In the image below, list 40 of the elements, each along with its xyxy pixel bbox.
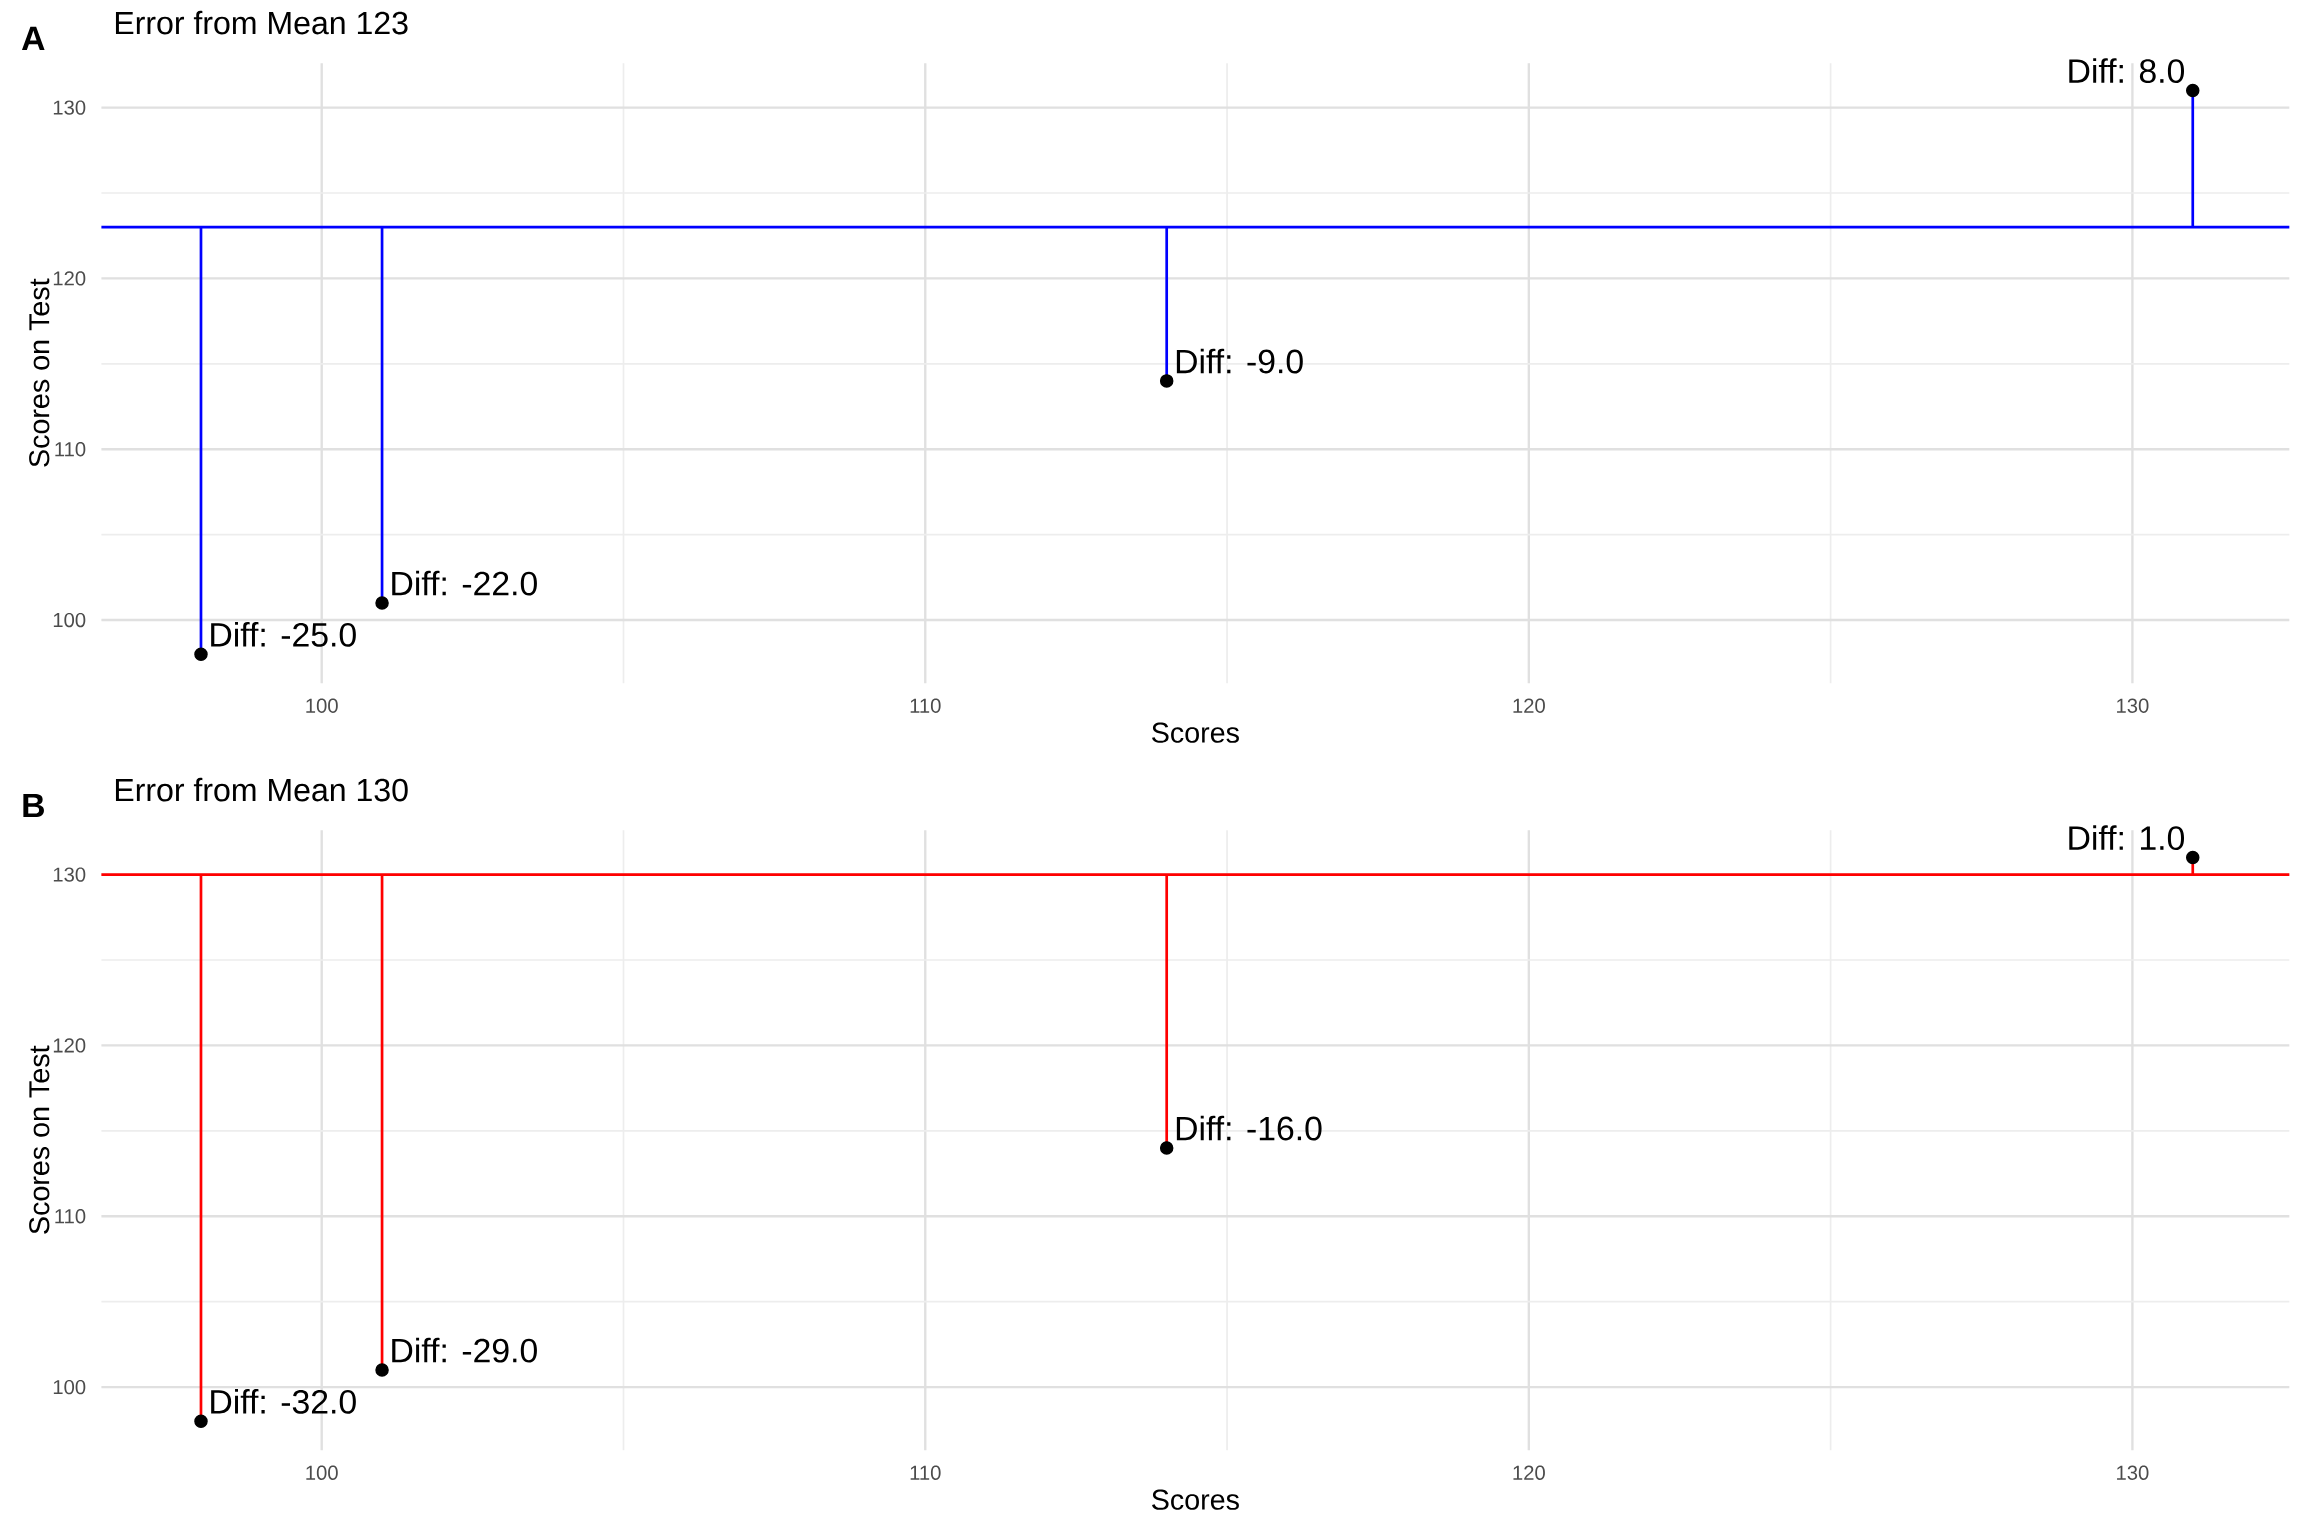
x-axis-title: Scores xyxy=(1152,722,1239,744)
annotation: Diff: -9.0 xyxy=(1176,348,1303,374)
x-tick-label: 100 xyxy=(306,1465,338,1481)
y-axis-title: Scores on Test xyxy=(29,1045,50,1234)
annotation: Diff: 8.0 xyxy=(2069,58,2185,84)
annotation: Diff: -32.0 xyxy=(211,1389,356,1415)
x-tick-label: 100 xyxy=(306,698,338,714)
point xyxy=(2186,83,2200,98)
y-tick-label: 120 xyxy=(53,1038,86,1053)
y-tick-label: 130 xyxy=(53,100,86,115)
x-tick-label: 110 xyxy=(910,698,941,714)
text: A xyxy=(21,27,45,51)
annotation: Diff: 1.0 xyxy=(2069,825,2185,851)
y-tick-label: 110 xyxy=(55,442,86,457)
point xyxy=(1159,374,1174,388)
x-tick-label: 130 xyxy=(2117,1465,2149,1481)
x-tick-label: 120 xyxy=(1513,698,1545,714)
y-tick-label: 120 xyxy=(53,271,86,286)
point xyxy=(194,647,208,662)
chart-title: Error from Mean 130 xyxy=(115,778,408,802)
x-axis-title: Scores xyxy=(1152,1489,1239,1511)
y-tick-label: 130 xyxy=(53,867,86,883)
y-axis-title: Scores on Test xyxy=(29,278,50,467)
point xyxy=(194,1414,208,1429)
annotation: Diff: -29.0 xyxy=(392,1338,537,1363)
chart-title: Error from Mean 123 xyxy=(115,11,408,35)
text: B xyxy=(23,794,44,818)
y-tick-label: 100 xyxy=(53,613,86,628)
x-tick-label: 120 xyxy=(1513,1465,1545,1481)
y-tick-label: 100 xyxy=(53,1380,86,1395)
point xyxy=(1159,1141,1174,1155)
x-tick-label: 130 xyxy=(2117,698,2149,714)
annotation: Diff: -22.0 xyxy=(392,571,537,596)
point xyxy=(375,1363,389,1377)
x-tick-label: 110 xyxy=(910,1465,941,1481)
annotation: Diff: -16.0 xyxy=(1176,1115,1322,1141)
y-tick-label: 110 xyxy=(55,1209,86,1224)
point xyxy=(375,596,389,610)
annotation: Diff: -25.0 xyxy=(211,622,356,648)
point xyxy=(2186,851,2200,865)
